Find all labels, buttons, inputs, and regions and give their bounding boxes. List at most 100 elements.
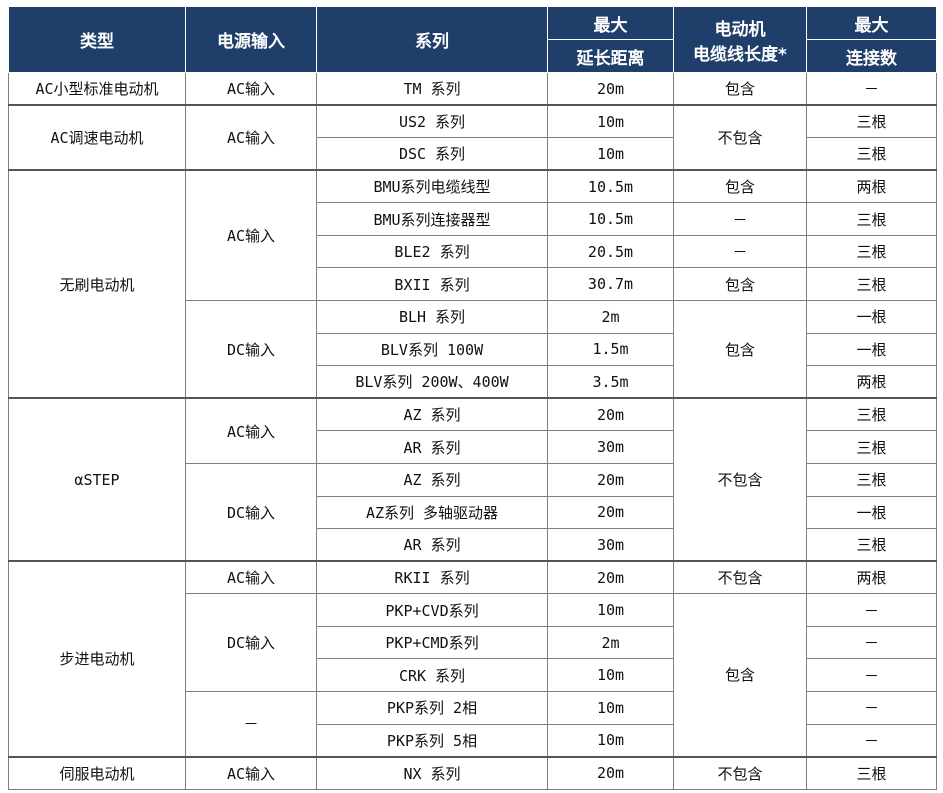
series-cell: AR 系列 — [316, 528, 548, 563]
table-row: αSTEP AC输入 AZ 系列 20m 不包含 三根 — [8, 397, 937, 563]
series-cell: AZ系列 多轴驱动器 — [316, 495, 548, 530]
max-connections-cell: 三根 — [806, 267, 937, 302]
max-distance-cell: 10.5m — [547, 169, 674, 204]
max-distance-cell: 20m — [547, 495, 674, 530]
motor-type-cell: 无刷电动机 — [8, 169, 186, 400]
series-cell: AZ 系列 — [316, 462, 548, 497]
max-connections-cell: 三根 — [806, 756, 937, 790]
motor-type-cell: AC小型标准电动机 — [8, 72, 186, 107]
motor-cable-cell: 不包含 — [673, 397, 807, 563]
series-cell: PKP系列 5相 — [316, 723, 548, 758]
max-distance-cell: 10m — [547, 104, 674, 139]
max-distance-cell: 10.5m — [547, 202, 674, 236]
max-connections-cell: 一根 — [806, 300, 937, 334]
max-distance-cell: 10m — [547, 723, 674, 758]
series-cell: BLV系列 200W、400W — [316, 365, 548, 400]
max-distance-cell: 30m — [547, 528, 674, 563]
motor-type-cell: 步进电动机 — [8, 560, 186, 758]
power-input-cell: AC输入 — [185, 169, 317, 302]
table-row: DC输入 AZ 系列 20m 三根 — [9, 462, 937, 563]
max-connections-cell: 一根 — [806, 332, 937, 367]
series-cell: AR 系列 — [316, 430, 548, 464]
series-cell: BXII 系列 — [316, 267, 548, 302]
table-row: PKP+CMD系列 2m － — [9, 625, 937, 660]
header-type: 类型 — [8, 6, 186, 73]
motor-cable-cell: 不包含 — [673, 104, 807, 172]
table-row: DC输入 BLH 系列 2m 包含 一根 — [9, 300, 937, 400]
max-distance-cell: 1.5m — [547, 332, 674, 367]
max-connections-cell: 三根 — [806, 104, 937, 139]
max-connections-cell: 三根 — [806, 462, 937, 497]
table-header: 类型 电源输入 系列 最大 电动机 电缆线长度* 最大 延长距离 连接数 — [8, 6, 937, 73]
power-input-cell: － — [185, 690, 317, 758]
table-row: AR 系列 30m 三根 — [9, 528, 937, 563]
table-row: CRK 系列 10m － — [9, 658, 937, 692]
max-connections-cell: － — [806, 690, 937, 725]
max-connections-cell: 三根 — [806, 430, 937, 464]
table-row: DSC 系列 10m 三根 — [9, 137, 937, 172]
max-distance-cell: 2m — [547, 300, 674, 334]
header-max-connections: 连接数 — [806, 39, 937, 73]
motor-type-cell: AC调速电动机 — [8, 104, 186, 172]
header-max-distance: 延长距离 — [547, 39, 674, 73]
motor-cable-cell: － — [673, 202, 807, 236]
header-max-top2: 最大 — [806, 6, 937, 40]
series-cell: DSC 系列 — [316, 137, 548, 172]
max-connections-cell: 一根 — [806, 495, 937, 530]
max-distance-cell: 10m — [547, 658, 674, 692]
motor-cable-cell: 包含 — [673, 593, 807, 758]
max-connections-cell: 三根 — [806, 202, 937, 236]
max-distance-cell: 20m — [547, 756, 674, 790]
cable-spec-table: 类型 电源输入 系列 最大 电动机 电缆线长度* 最大 延长距离 连接数 AC小型… — [8, 6, 937, 790]
max-distance-cell: 20m — [547, 560, 674, 595]
power-input-cell: AC输入 — [185, 560, 317, 595]
motor-cable-cell: 包含 — [673, 169, 807, 204]
power-input-cell: DC输入 — [185, 300, 317, 400]
max-distance-cell: 20m — [547, 462, 674, 497]
motor-cable-cell: 包含 — [673, 72, 807, 107]
power-input-cell: AC输入 — [185, 397, 317, 464]
header-motor-cable-line1: 电动机 — [714, 19, 766, 40]
header-motor-cable: 电动机 电缆线长度* — [673, 6, 807, 73]
series-cell: TM 系列 — [316, 72, 548, 107]
header-power-input: 电源输入 — [185, 6, 317, 73]
table-row: PKP系列 5相 10m － — [9, 723, 937, 758]
motor-cable-cell: 不包含 — [673, 756, 807, 790]
series-cell: BLH 系列 — [316, 300, 548, 334]
max-distance-cell: 10m — [547, 137, 674, 172]
max-connections-cell: 三根 — [806, 528, 937, 563]
max-distance-cell: 20.5m — [547, 234, 674, 269]
max-connections-cell: 两根 — [806, 365, 937, 400]
table-row: BLV系列 200W、400W 3.5m 两根 — [9, 365, 937, 400]
series-cell: BLV系列 100W — [316, 332, 548, 367]
table-row: DC输入 PKP+CVD系列 10m 包含 － — [9, 593, 937, 758]
motor-type-cell: 伺服电动机 — [8, 756, 186, 790]
max-distance-cell: 20m — [547, 397, 674, 432]
max-connections-cell: 两根 — [806, 169, 937, 204]
motor-cable-cell: 不包含 — [673, 560, 807, 595]
series-cell: PKP系列 2相 — [316, 690, 548, 725]
series-cell: AZ 系列 — [316, 397, 548, 432]
series-cell: NX 系列 — [316, 756, 548, 790]
table-row: BLV系列 100W 1.5m 一根 — [9, 332, 937, 367]
header-series: 系列 — [316, 6, 548, 73]
power-input-cell: AC输入 — [185, 756, 317, 790]
table-row: BXII 系列 30.7m 包含 三根 — [9, 267, 937, 302]
series-cell: BMU系列连接器型 — [316, 202, 548, 236]
power-input-cell: DC输入 — [185, 593, 317, 692]
header-max-top: 最大 — [547, 6, 674, 40]
max-connections-cell: 两根 — [806, 560, 937, 595]
max-distance-cell: 3.5m — [547, 365, 674, 400]
max-connections-cell: 三根 — [806, 234, 937, 269]
motor-type-cell: αSTEP — [8, 397, 186, 563]
series-cell: PKP+CVD系列 — [316, 593, 548, 627]
motor-cable-cell: 包含 — [673, 300, 807, 400]
max-distance-cell: 10m — [547, 690, 674, 725]
max-connections-cell: － — [806, 72, 937, 107]
max-connections-cell: － — [806, 723, 937, 758]
table-row: AC小型标准电动机 AC输入 TM 系列 20m 包含 － — [8, 72, 937, 107]
series-cell: PKP+CMD系列 — [316, 625, 548, 660]
power-input-cell: DC输入 — [185, 462, 317, 563]
max-connections-cell: － — [806, 593, 937, 627]
table-row: AC调速电动机 AC输入 US2 系列 10m 不包含 三根 — [8, 104, 937, 172]
